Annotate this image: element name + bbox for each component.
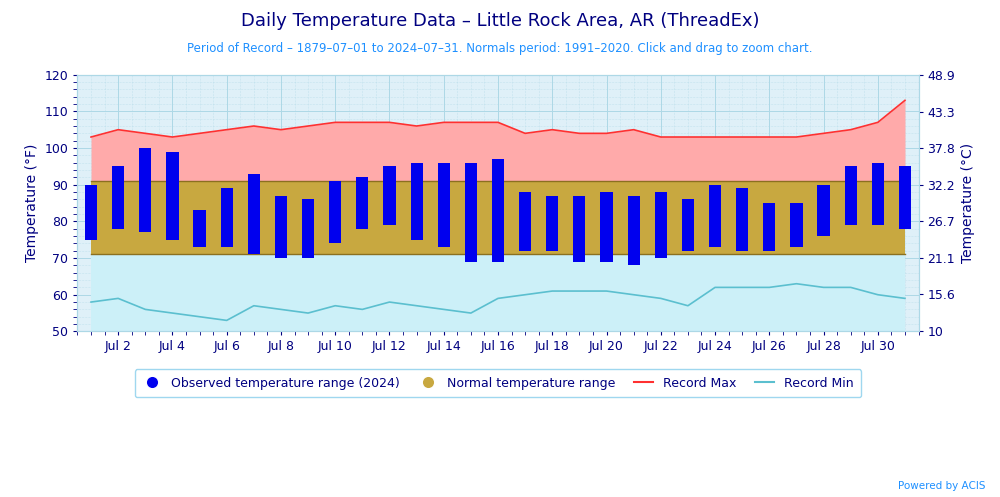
Bar [899, 166, 911, 229]
Bar [438, 163, 450, 247]
Bar [85, 185, 97, 240]
Bar [139, 148, 151, 233]
Bar [628, 196, 640, 265]
Bar [302, 199, 314, 258]
Bar [709, 185, 721, 247]
Text: Daily Temperature Data – Little Rock Area, AR (ThreadEx): Daily Temperature Data – Little Rock Are… [241, 12, 759, 30]
Bar [248, 173, 260, 254]
Bar [383, 166, 396, 225]
Y-axis label: Temperature (°C): Temperature (°C) [961, 143, 975, 263]
Bar [492, 159, 504, 262]
Bar [600, 192, 613, 262]
Bar [112, 166, 124, 229]
Bar [356, 177, 368, 229]
Text: Period of Record – 1879–07–01 to 2024–07–31. Normals period: 1991–2020. Click an: Period of Record – 1879–07–01 to 2024–07… [187, 42, 813, 55]
Bar [573, 196, 585, 262]
Bar [817, 185, 830, 236]
Bar [465, 163, 477, 262]
Bar [275, 196, 287, 258]
Bar [221, 188, 233, 247]
Bar [166, 152, 179, 240]
Bar [682, 199, 694, 250]
Y-axis label: Temperature (°F): Temperature (°F) [25, 144, 39, 262]
Text: Powered by ACIS: Powered by ACIS [898, 481, 985, 491]
Bar [411, 163, 423, 240]
Bar [763, 203, 775, 250]
Bar [329, 181, 341, 244]
Bar [845, 166, 857, 225]
Bar [546, 196, 558, 250]
Bar [193, 210, 206, 247]
Legend: Observed temperature range (2024), Normal temperature range, Record Max, Record : Observed temperature range (2024), Norma… [135, 369, 861, 397]
Bar [790, 203, 803, 247]
Bar [736, 188, 748, 250]
Bar [655, 192, 667, 258]
Bar [519, 192, 531, 250]
Bar [872, 163, 884, 225]
